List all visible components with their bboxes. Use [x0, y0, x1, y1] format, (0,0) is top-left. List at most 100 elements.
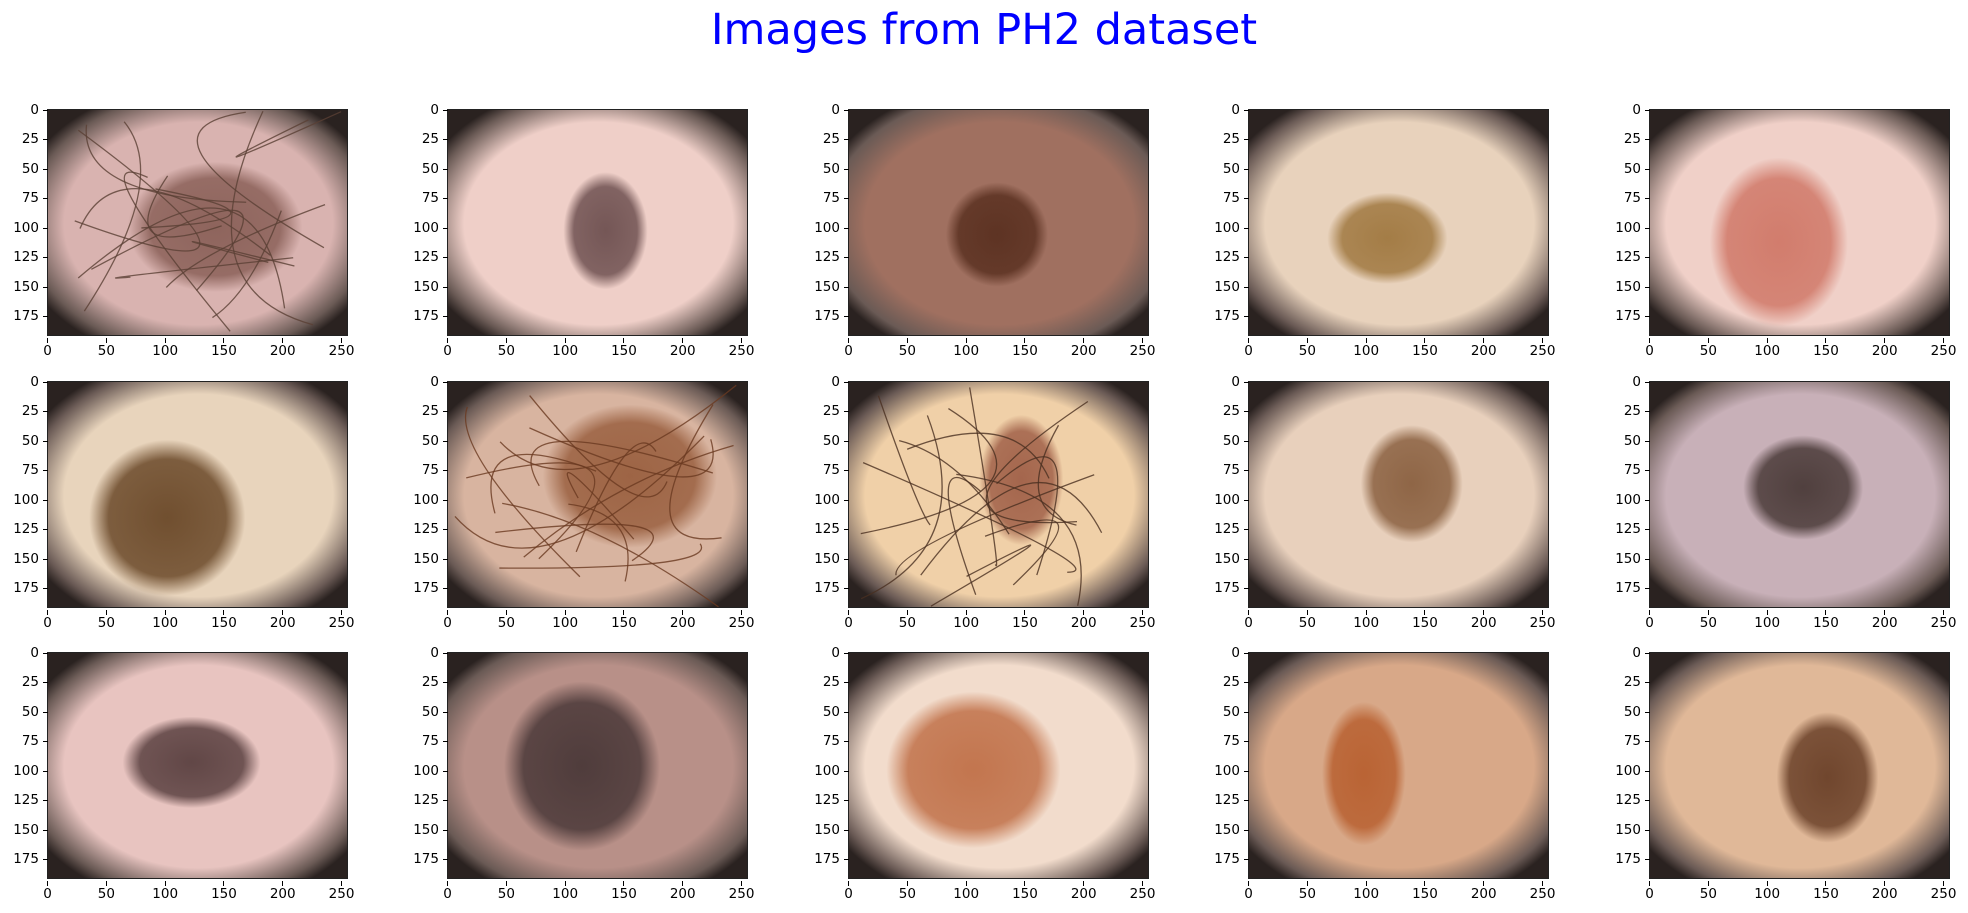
x-tick-label: 0: [1229, 881, 1269, 901]
x-tick-label: 50: [1688, 338, 1728, 358]
y-tick-label: 175: [1206, 852, 1249, 866]
x-tick-label: 150: [1806, 881, 1846, 901]
dermoscopy-image: [47, 381, 348, 608]
y-tick-label: 175: [1607, 852, 1650, 866]
x-tick-label: 100: [145, 610, 185, 630]
x-tick-label: 50: [887, 881, 927, 901]
y-tick-label: 100: [806, 764, 849, 778]
x-tick-label: 150: [204, 338, 244, 358]
y-tick-label: 25: [1607, 132, 1650, 146]
x-tick-label: 0: [1630, 338, 1670, 358]
x-tick-label: 150: [1405, 338, 1445, 358]
y-tick-label: 50: [1607, 434, 1650, 448]
y-tick-label: 175: [5, 309, 48, 323]
x-tick-label: 250: [1924, 338, 1964, 358]
x-tick-label: 0: [28, 610, 68, 630]
y-tick-label: 0: [405, 375, 448, 389]
x-tick-label: 200: [1865, 338, 1905, 358]
y-tick-label: 0: [5, 375, 48, 389]
x-tick-label: 100: [1747, 610, 1787, 630]
x-tick-label: 250: [722, 881, 762, 901]
y-tick-label: 125: [806, 522, 849, 536]
y-tick-label: 125: [405, 522, 448, 536]
y-tick-label: 100: [806, 493, 849, 507]
y-tick-label: 175: [1607, 581, 1650, 595]
x-tick-label: 150: [1005, 610, 1045, 630]
x-tick-label: 0: [428, 610, 468, 630]
y-tick-label: 25: [1206, 132, 1249, 146]
x-tick-label: 250: [322, 881, 362, 901]
y-tick-label: 125: [1607, 793, 1650, 807]
x-tick-label: 100: [946, 881, 986, 901]
y-tick-label: 50: [806, 434, 849, 448]
y-tick-label: 50: [1206, 705, 1249, 719]
x-tick-label: 50: [1688, 610, 1728, 630]
y-tick-label: 150: [405, 280, 448, 294]
y-tick-label: 100: [1206, 221, 1249, 235]
y-tick-label: 50: [1206, 434, 1249, 448]
x-tick-label: 200: [663, 881, 703, 901]
y-tick-label: 150: [1607, 280, 1650, 294]
y-tick-label: 25: [1206, 675, 1249, 689]
y-tick-label: 175: [5, 852, 48, 866]
y-tick-label: 25: [5, 404, 48, 418]
y-tick-label: 175: [405, 309, 448, 323]
x-tick-label: 150: [604, 338, 644, 358]
x-tick-label: 50: [486, 338, 526, 358]
x-tick-label: 200: [1064, 881, 1104, 901]
x-tick-label: 100: [545, 338, 585, 358]
y-tick-label: 75: [1206, 191, 1249, 205]
x-tick-label: 100: [1346, 338, 1386, 358]
y-tick-label: 50: [5, 434, 48, 448]
x-tick-label: 200: [663, 610, 703, 630]
x-tick-label: 50: [1287, 610, 1327, 630]
x-tick-label: 250: [722, 610, 762, 630]
dermoscopy-image: [447, 652, 748, 879]
x-tick-label: 200: [263, 610, 303, 630]
y-tick-label: 75: [806, 191, 849, 205]
y-tick-label: 75: [806, 734, 849, 748]
y-tick-label: 150: [806, 280, 849, 294]
x-tick-label: 200: [1064, 610, 1104, 630]
y-tick-label: 0: [1206, 103, 1249, 117]
y-tick-label: 150: [5, 823, 48, 837]
dermoscopy-image: [447, 109, 748, 336]
y-tick-label: 75: [806, 463, 849, 477]
y-tick-label: 100: [405, 493, 448, 507]
y-tick-label: 150: [1206, 552, 1249, 566]
dermoscopy-image: [1248, 652, 1549, 879]
y-tick-label: 75: [1607, 734, 1650, 748]
x-tick-label: 100: [1346, 881, 1386, 901]
y-tick-label: 0: [806, 375, 849, 389]
x-tick-label: 200: [1865, 881, 1905, 901]
y-tick-label: 100: [1206, 764, 1249, 778]
x-tick-label: 100: [946, 610, 986, 630]
y-tick-label: 25: [405, 132, 448, 146]
x-tick-label: 0: [28, 881, 68, 901]
x-tick-label: 150: [1806, 610, 1846, 630]
x-tick-label: 150: [604, 881, 644, 901]
y-tick-label: 175: [1607, 309, 1650, 323]
y-tick-label: 150: [1607, 552, 1650, 566]
x-tick-label: 50: [86, 338, 126, 358]
x-tick-label: 250: [1924, 610, 1964, 630]
dermoscopy-image: [1649, 109, 1950, 336]
x-tick-label: 250: [722, 338, 762, 358]
x-tick-label: 250: [322, 610, 362, 630]
y-tick-label: 0: [5, 646, 48, 660]
y-tick-label: 75: [1206, 734, 1249, 748]
x-tick-label: 250: [1123, 610, 1163, 630]
y-tick-label: 0: [405, 103, 448, 117]
y-tick-label: 125: [405, 793, 448, 807]
x-tick-label: 200: [1064, 338, 1104, 358]
y-tick-label: 25: [5, 132, 48, 146]
y-tick-label: 100: [5, 221, 48, 235]
x-tick-label: 200: [263, 881, 303, 901]
y-tick-label: 150: [405, 552, 448, 566]
x-tick-label: 100: [946, 338, 986, 358]
x-tick-label: 250: [322, 338, 362, 358]
dermoscopy-image: [447, 381, 748, 608]
x-tick-label: 50: [86, 610, 126, 630]
y-tick-label: 175: [405, 581, 448, 595]
x-tick-label: 50: [887, 610, 927, 630]
